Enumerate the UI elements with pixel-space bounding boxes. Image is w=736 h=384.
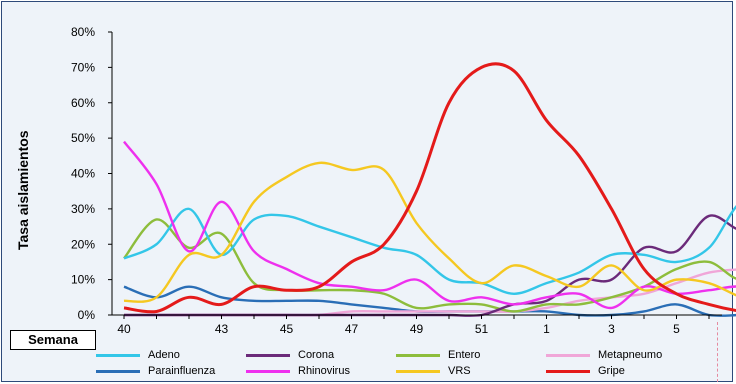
x-tick-label: 40 [117,322,131,336]
x-tick-label: 1 [543,322,550,336]
y-tick-label: 0% [78,308,96,322]
legend-swatch [396,353,440,357]
series-lines [123,62,736,317]
y-tick-label: 60% [71,96,95,110]
series-line-adeno [123,205,736,295]
y-tick-label: 40% [71,167,95,181]
y-tick-label: 80% [71,25,95,39]
legend-label: Parainfluenza [148,365,216,377]
frame-dash-line [717,322,718,382]
x-axis-label: Semana [10,330,96,350]
x-tick-label: 49 [410,322,424,336]
legend-swatch [546,353,590,357]
legend-item-adeno: Adeno [96,347,180,363]
series-line-gripe [123,62,736,314]
x-tick-label: 45 [280,322,294,336]
y-tick-label: 50% [71,131,95,145]
x-tick-label: 3 [608,322,615,336]
x-tick-label: 43 [215,322,229,336]
legend-label: Corona [298,349,335,361]
y-axis-label: Tasa aislamientos [15,130,31,250]
legend-label: Gripe [598,365,625,377]
chart-legend: Adeno Corona Entero Metapneumo Parainfluenza… [96,347,726,381]
legend-item-gripe: Gripe [546,363,625,379]
legend-label: Metapneumo [598,349,663,361]
legend-label: Adeno [148,349,180,361]
legend-item-corona: Corona [246,347,334,363]
y-tick-label: 20% [71,237,95,251]
legend-swatch [546,369,590,373]
legend-swatch [96,369,140,373]
legend-swatch [396,369,440,373]
legend-item-entero: Entero [396,347,480,363]
legend-swatch [96,353,140,357]
series-line-rhinovirus [123,140,736,310]
series-line-vrs [123,161,736,303]
x-tick-label: 47 [345,322,359,336]
legend-item-rhinovirus: Rhinovirus [246,363,350,379]
legend-swatch [246,353,290,357]
legend-label: VRS [448,365,471,377]
y-tick-label: 30% [71,202,95,216]
legend-item-parainfluenza: Parainfluenza [96,363,215,379]
y-axis-grid: 0% 10% 20% 30% 40% 50% 60% 70% 80% [71,25,112,322]
x-axis-ticks: 4043454749511357911 [117,315,710,336]
x-tick-label: 51 [475,322,489,336]
legend-swatch [246,369,290,373]
x-tick-label: 5 [673,322,680,336]
axes [111,32,722,316]
legend-item-vrs: VRS [396,363,471,379]
legend-label: Rhinovirus [298,365,350,377]
y-tick-label: 10% [71,273,95,287]
y-tick-label: 70% [71,60,95,74]
legend-item-metapneumo: Metapneumo [546,347,662,363]
series-line-entero [123,218,736,313]
legend-label: Entero [448,349,481,361]
